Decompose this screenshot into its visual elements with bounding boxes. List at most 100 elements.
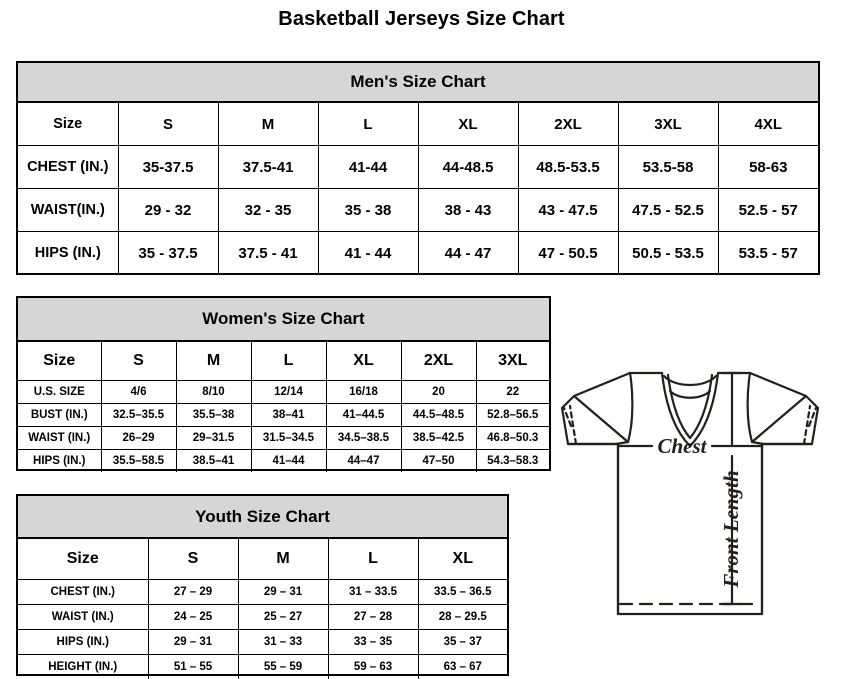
column-header-xl: XL <box>417 103 519 146</box>
page-title: Basketball Jerseys Size Chart <box>278 8 565 30</box>
cell-hips-xl: 35 – 37 <box>417 629 507 655</box>
column-header-3xl: 3XL <box>617 103 719 146</box>
cell-ussize-l: 12/14 <box>250 380 327 404</box>
womens-size-table: Size S M L XL 2XL 3XL U.S. SIZE 4/6 8/10… <box>18 342 549 472</box>
right-sleeve-hem-dash <box>807 406 818 428</box>
left-sleeve-hem-dash <box>562 406 573 428</box>
cell-waist-l: 27 – 28 <box>327 604 419 630</box>
cell-hips-l: 33 – 35 <box>327 629 419 655</box>
column-header-2xl: 2XL <box>517 103 619 146</box>
cell-bust-l: 38–41 <box>250 403 327 427</box>
cell-waist-3xl: 46.8–50.3 <box>475 426 549 450</box>
row-label-us-size: U.S. SIZE <box>18 380 102 404</box>
cell-ussize-2xl: 20 <box>400 380 477 404</box>
cell-chest-l: 41-44 <box>317 145 419 189</box>
column-header-size: Size <box>18 342 102 381</box>
cell-hips-m: 37.5 - 41 <box>217 231 319 274</box>
cell-chest-s: 27 – 29 <box>147 579 239 605</box>
cell-waist-l: 35 - 38 <box>317 188 419 232</box>
left-cuff-line <box>568 404 578 446</box>
table-header-row: Size S M L XL 2XL 3XL 4XL <box>18 103 818 146</box>
cell-ussize-s: 4/6 <box>100 380 177 404</box>
left-shoulder-seam <box>626 371 634 444</box>
cell-waist-l: 31.5–34.5 <box>250 426 327 450</box>
cell-waist-m: 29–31.5 <box>175 426 252 450</box>
cell-waist-3xl: 47.5 - 52.5 <box>617 188 719 232</box>
table-row: U.S. SIZE 4/6 8/10 12/14 16/18 20 22 <box>18 380 549 404</box>
right-shoulder-seam <box>746 371 754 444</box>
cell-waist-s: 29 - 32 <box>117 188 219 232</box>
cell-waist-m: 25 – 27 <box>237 604 329 630</box>
cell-bust-xl: 41–44.5 <box>325 403 402 427</box>
cell-chest-4xl: 58-63 <box>717 145 818 189</box>
column-header-xl: XL <box>417 539 507 580</box>
column-header-size: Size <box>18 103 119 146</box>
table-header-row: Size S M L XL 2XL 3XL <box>18 342 549 381</box>
mens-chart-caption: Men's Size Chart <box>18 63 818 103</box>
table-row: HIPS (IN.) 35 - 37.5 37.5 - 41 41 - 44 4… <box>18 231 818 274</box>
column-header-xl: XL <box>325 342 402 381</box>
row-label-hips: HIPS (IN.) <box>18 629 149 655</box>
front-length-label: Front Length <box>719 470 743 588</box>
row-label-hips: HIPS (IN.) <box>18 231 119 274</box>
table-row: WAIST (IN.) 24 – 25 25 – 27 27 – 28 28 –… <box>18 604 507 630</box>
table-row: HEIGHT (IN.) 51 – 55 55 – 59 59 – 63 63 … <box>18 654 507 679</box>
cell-waist-2xl: 43 - 47.5 <box>517 188 619 232</box>
cell-chest-xl: 33.5 – 36.5 <box>417 579 507 605</box>
right-cuff-line <box>802 404 812 446</box>
jersey-measurement-diagram: Chest Front Length <box>540 346 840 666</box>
neckline-outer <box>660 371 720 448</box>
cell-hips-2xl: 47 - 50.5 <box>517 231 619 274</box>
womens-size-chart: Women's Size Chart Size S M L XL 2XL 3XL… <box>16 296 551 472</box>
cell-waist-2xl: 38.5–42.5 <box>400 426 477 450</box>
column-header-l: L <box>250 342 327 381</box>
column-header-2xl: 2XL <box>400 342 477 381</box>
neckline-inner <box>666 373 714 440</box>
womens-chart-caption: Women's Size Chart <box>18 298 549 342</box>
cell-waist-s: 24 – 25 <box>147 604 239 630</box>
cell-bust-m: 35.5–38 <box>175 403 252 427</box>
cell-ussize-3xl: 22 <box>475 380 549 404</box>
column-header-l: L <box>327 539 419 580</box>
cell-hips-3xl: 54.3–58.3 <box>475 449 549 472</box>
table-row: WAIST (IN.) 26–29 29–31.5 31.5–34.5 34.5… <box>18 426 549 450</box>
cell-hips-s: 35 - 37.5 <box>117 231 219 274</box>
cell-bust-2xl: 44.5–48.5 <box>400 403 477 427</box>
table-row: CHEST (IN.) 27 – 29 29 – 31 31 – 33.5 33… <box>18 579 507 605</box>
cell-height-s: 51 – 55 <box>147 654 239 679</box>
collar-band-lower <box>668 389 712 399</box>
cell-height-l: 59 – 63 <box>327 654 419 679</box>
cell-hips-l: 41–44 <box>250 449 327 472</box>
cell-ussize-xl: 16/18 <box>325 380 402 404</box>
cell-hips-m: 38.5–41 <box>175 449 252 472</box>
row-label-waist: WAIST (IN.) <box>18 426 102 450</box>
row-label-waist: WAIST (IN.) <box>18 604 149 630</box>
table-row: CHEST (IN.) 35-37.5 37.5-41 41-44 44-48.… <box>18 145 818 189</box>
mens-size-table: Size S M L XL 2XL 3XL 4XL CHEST (IN.) 35… <box>18 103 818 274</box>
cell-hips-m: 31 – 33 <box>237 629 329 655</box>
column-header-l: L <box>317 103 419 146</box>
column-header-4xl: 4XL <box>717 103 818 146</box>
cell-chest-xl: 44-48.5 <box>417 145 519 189</box>
row-label-waist: WAIST(IN.) <box>18 188 119 232</box>
collar-band-upper <box>662 374 718 387</box>
column-header-m: M <box>217 103 319 146</box>
chest-label: Chest <box>657 434 707 458</box>
cell-hips-s: 35.5–58.5 <box>100 449 177 472</box>
cell-hips-xl: 44–47 <box>325 449 402 472</box>
column-header-s: S <box>117 103 219 146</box>
column-header-m: M <box>237 539 329 580</box>
cell-chest-2xl: 48.5-53.5 <box>517 145 619 189</box>
left-shoulder-top <box>572 371 664 398</box>
cell-waist-xl: 28 – 29.5 <box>417 604 507 630</box>
table-header-row: Size S M L XL <box>18 539 507 580</box>
youth-size-chart: Youth Size Chart Size S M L XL CHEST (IN… <box>16 494 509 679</box>
row-label-chest: CHEST (IN.) <box>18 145 119 189</box>
cell-chest-l: 31 – 33.5 <box>327 579 419 605</box>
column-header-3xl: 3XL <box>475 342 549 381</box>
table-row: WAIST(IN.) 29 - 32 32 - 35 35 - 38 38 - … <box>18 188 818 232</box>
cell-hips-xl: 44 - 47 <box>417 231 519 274</box>
column-header-size: Size <box>18 539 149 580</box>
row-label-chest: CHEST (IN.) <box>18 579 149 605</box>
table-row: HIPS (IN.) 35.5–58.5 38.5–41 41–44 44–47… <box>18 449 549 472</box>
